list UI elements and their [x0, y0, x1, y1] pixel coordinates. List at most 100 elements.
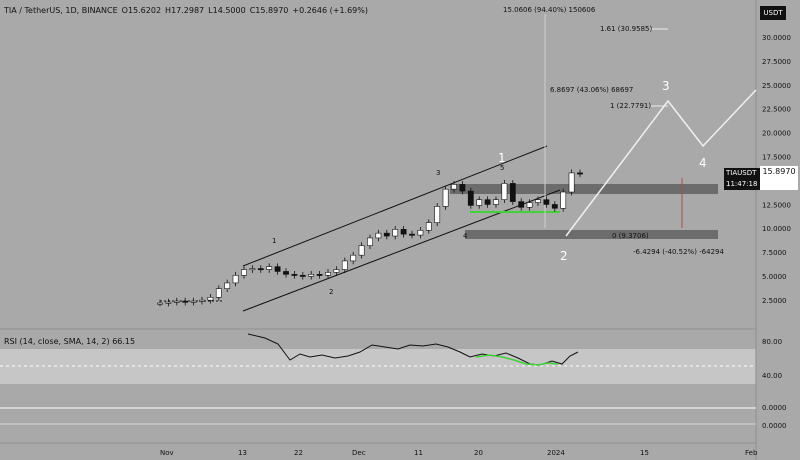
candle-body [425, 222, 432, 231]
candle-body [568, 172, 575, 193]
symbol-badge-ticker: TIAUSDT [726, 169, 757, 177]
candle-body [182, 300, 189, 303]
candle-body [207, 296, 214, 301]
rsi-axis-ticks: 80.00 40.00 0.0000 0.0000 [762, 338, 787, 430]
candle-body [173, 300, 180, 303]
candle-body [249, 268, 256, 271]
projection-path [565, 89, 757, 237]
candle-body [535, 199, 541, 203]
candle-body [509, 183, 516, 202]
wave-label-2: 2 [329, 288, 333, 296]
y-tick-label: 10.0000 [762, 225, 791, 233]
candle-body [459, 184, 466, 192]
y-tick-label: 5.0000 [762, 273, 787, 281]
candle-body [224, 282, 231, 289]
y-tick-label: 17.5000 [762, 154, 791, 162]
candle-body [299, 274, 306, 277]
y-tick-label: 30.0000 [762, 34, 791, 42]
candle-body [501, 183, 508, 200]
candle-body [409, 233, 415, 236]
candle-body [392, 229, 399, 237]
symbol-title[interactable]: TIA / TetherUS, 1D, BINANCE [4, 5, 118, 15]
ohlc-open: O15.6202 [121, 5, 162, 15]
candle-body [308, 274, 315, 277]
candle-body [241, 269, 247, 276]
fib-161-label: 1.61 (30.9585) [600, 25, 652, 33]
rsi-header[interactable]: RSI (14, close, SMA, 14, 2) 66.15 [4, 337, 135, 349]
rsi-green-segment [475, 354, 559, 366]
candle-body [274, 266, 281, 272]
candle-body [375, 232, 382, 239]
candle-body [316, 274, 323, 276]
candle-body [341, 260, 348, 270]
symbol-badge-countdown: 11:47:18 [726, 180, 758, 188]
y-tick-label: 7.5000 [762, 249, 787, 257]
candle-body [484, 199, 491, 205]
fib-0-label: 0 (9.3706) [612, 232, 649, 240]
candle-body [467, 190, 474, 206]
x-tick-label: 13 [238, 449, 247, 457]
wave-label-big-4: 4 [699, 156, 707, 170]
candle-body [400, 229, 407, 235]
candle-body [518, 201, 525, 208]
candle-body [526, 202, 533, 208]
ohlc-close: C15.8970 [249, 5, 289, 15]
x-tick-label: Nov [160, 449, 174, 457]
candle-body [383, 232, 390, 237]
candle-body [190, 300, 197, 303]
channel-upper [242, 145, 548, 267]
candle-body [165, 301, 172, 304]
x-tick-label: 11 [414, 449, 423, 457]
candle-body [442, 188, 449, 207]
candle-body [434, 206, 441, 223]
rsi-tick-label: 0.0000 [762, 422, 787, 430]
resistance-zone [450, 184, 718, 194]
wave-label-big-1: 1 [498, 151, 506, 165]
wave-label-4: 4 [463, 232, 468, 240]
x-tick-label: 15 [640, 449, 649, 457]
support-zone [465, 230, 718, 239]
candle-body [215, 288, 222, 298]
candle-body [350, 254, 357, 262]
y-tick-label: 27.5000 [762, 58, 791, 66]
rsi-value: 66.15 [112, 337, 136, 346]
chart-header: TIA / TetherUS, 1D, BINANCE O15.6202 H17… [4, 3, 368, 17]
x-tick-label: 2024 [547, 449, 565, 457]
y-tick-label: 12.5000 [762, 201, 791, 209]
wave-label-5: 5 [500, 164, 504, 172]
last-price-tag: 15.8970 [760, 166, 798, 190]
ohlc-high: H17.2987 [165, 5, 205, 15]
candle-body [358, 245, 365, 256]
wave-label-3: 3 [436, 169, 440, 177]
x-tick-label: Dec [352, 449, 366, 457]
candle-body [560, 191, 567, 209]
candle-body [476, 199, 483, 206]
x-tick-label: Feb [745, 449, 758, 457]
wave-label-1: 1 [272, 237, 276, 245]
candle-body [551, 204, 558, 209]
rsi-tick-label: 80.00 [762, 338, 782, 346]
fib-top-label: 15.0606 (94.40%) 150606 [503, 6, 596, 14]
channel-lower [242, 189, 561, 312]
candle-body [157, 302, 163, 305]
symbol-badge: TIAUSDT 11:47:18 [724, 168, 762, 190]
candle-body [232, 274, 239, 284]
x-tick-label: 22 [294, 449, 303, 457]
candles [157, 169, 583, 307]
rsi-tick-label: 40.00 [762, 372, 782, 380]
x-axis-ticks: Nov 13 22 Dec 11 20 2024 15 Feb [160, 449, 758, 457]
y-tick-label: 25.0000 [762, 82, 791, 90]
y-tick-label: 22.5000 [762, 106, 791, 114]
candle-body [451, 184, 457, 190]
candle-body [266, 266, 273, 270]
candle-body [333, 269, 340, 273]
last-price: 15.8970 [762, 167, 796, 176]
wave-label-big-3: 3 [662, 79, 670, 93]
candle-body [199, 299, 205, 302]
candle-body [325, 272, 331, 276]
y-tick-label: 20.0000 [762, 130, 791, 138]
fib-1-label: 1 (22.7791) [610, 102, 651, 110]
currency-badge[interactable]: USDT [760, 6, 786, 20]
rsi-label: RSI (14, close, SMA, 14, 2) [4, 337, 110, 346]
